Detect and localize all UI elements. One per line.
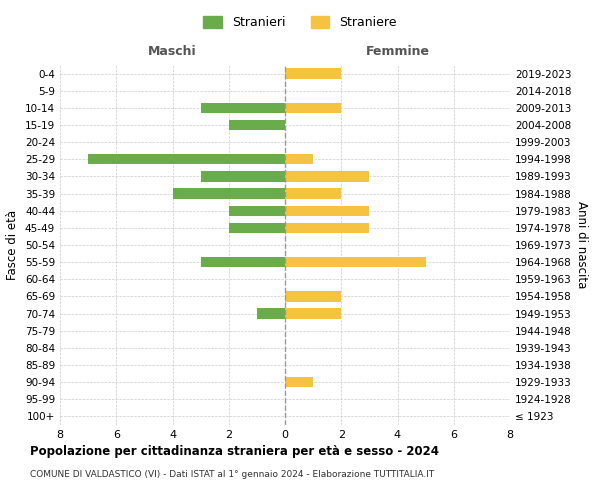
Bar [285, 172, 370, 181]
Bar [229, 120, 285, 130]
Text: Femmine: Femmine [365, 45, 430, 58]
Legend: Stranieri, Straniere: Stranieri, Straniere [198, 11, 402, 34]
Bar [229, 222, 285, 233]
Bar [173, 188, 285, 198]
Bar [88, 154, 285, 164]
Y-axis label: Fasce di età: Fasce di età [7, 210, 19, 280]
Text: Popolazione per cittadinanza straniera per età e sesso - 2024: Popolazione per cittadinanza straniera p… [30, 445, 439, 458]
Y-axis label: Anni di nascita: Anni di nascita [575, 202, 588, 288]
Bar [285, 222, 370, 233]
Bar [200, 257, 285, 268]
Bar [285, 308, 341, 318]
Bar [285, 377, 313, 388]
Bar [285, 257, 425, 268]
Bar [285, 68, 341, 78]
Text: COMUNE DI VALDASTICO (VI) - Dati ISTAT al 1° gennaio 2024 - Elaborazione TUTTITA: COMUNE DI VALDASTICO (VI) - Dati ISTAT a… [30, 470, 434, 479]
Bar [257, 308, 285, 318]
Bar [285, 206, 370, 216]
Bar [200, 102, 285, 113]
Bar [285, 154, 313, 164]
Bar [285, 102, 341, 113]
Bar [285, 188, 341, 198]
Bar [200, 172, 285, 181]
Bar [285, 292, 341, 302]
Text: Maschi: Maschi [148, 45, 197, 58]
Bar [229, 206, 285, 216]
